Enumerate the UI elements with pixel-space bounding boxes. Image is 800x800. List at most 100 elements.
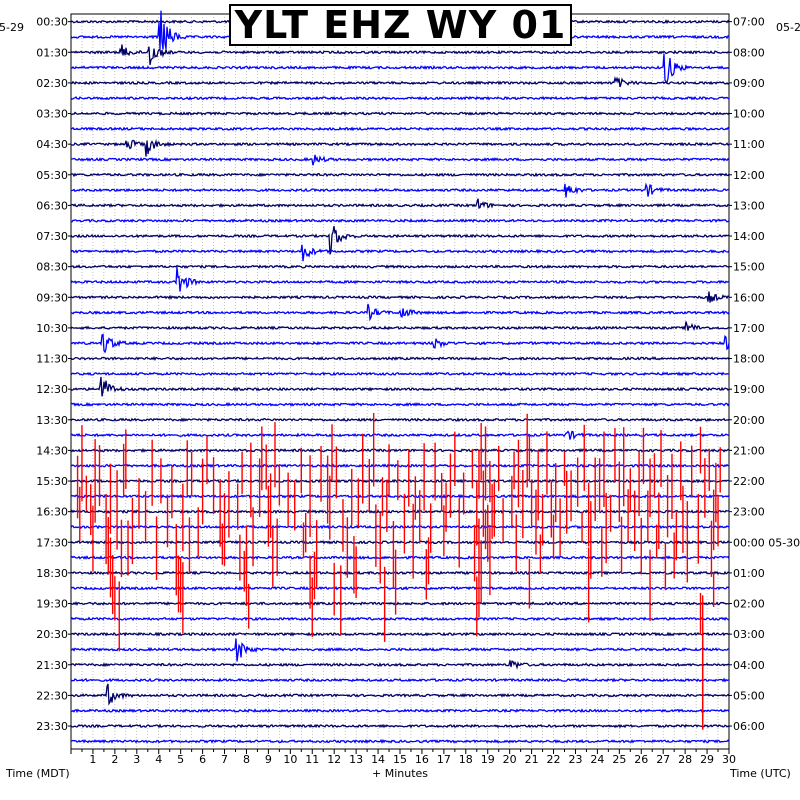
trace-row <box>70 683 730 706</box>
trace-row <box>70 638 730 662</box>
trace-row <box>70 333 730 354</box>
trace-row <box>70 321 730 332</box>
row-label-left: 16:30 <box>36 506 68 519</box>
row-label-right: 13:00 <box>733 199 765 212</box>
trace-row <box>70 95 730 101</box>
row-label-left: 22:30 <box>36 689 68 702</box>
row-label-right: 17:00 <box>733 322 765 335</box>
x-tick-label: 7 <box>221 753 228 766</box>
x-tick-label: 30 <box>722 753 736 766</box>
row-label-left: 00:30 <box>36 16 68 29</box>
row-label-left: 05:30 <box>36 169 68 182</box>
x-tick-label: 10 <box>283 753 297 766</box>
x-tick-label: 14 <box>371 753 385 766</box>
trace-row <box>71 154 730 166</box>
trace-row <box>70 126 730 132</box>
x-tick-label: 27 <box>656 753 670 766</box>
left-axis-title: Time (MDT) <box>6 767 70 780</box>
row-label-left: 19:30 <box>36 598 68 611</box>
trace-row <box>70 524 730 530</box>
trace-row <box>70 660 730 670</box>
x-tick-label: 15 <box>393 753 407 766</box>
x-tick-label: 5 <box>177 753 184 766</box>
x-tick-label: 11 <box>305 753 319 766</box>
row-label-right: 04:00 <box>733 659 765 672</box>
row-label-left: 15:30 <box>36 475 68 488</box>
x-tick-label: 25 <box>612 753 626 766</box>
x-tick-label: 24 <box>590 753 604 766</box>
date-left: 05-29 <box>0 21 24 34</box>
row-label-left: 04:30 <box>36 138 68 151</box>
row-label-left: 11:30 <box>36 353 68 366</box>
trace-row <box>70 430 730 441</box>
x-tick-label: 21 <box>525 753 539 766</box>
trace-row <box>70 303 730 322</box>
trace-row <box>70 738 730 744</box>
trace-row <box>70 376 730 397</box>
row-label-right: 20:00 <box>733 414 765 427</box>
row-label-right: 05:00 <box>733 689 765 702</box>
row-label-right: 07:00 <box>733 16 765 29</box>
row-label-right: 02:00 <box>733 598 765 611</box>
x-tick-label: 20 <box>503 753 517 766</box>
x-tick-label: 2 <box>111 753 118 766</box>
row-label-left: 18:30 <box>36 567 68 580</box>
row-label-left: 03:30 <box>36 108 68 121</box>
chart-title: YLT EHZ WY 01 <box>229 3 572 47</box>
row-label-right: 03:00 <box>733 628 765 641</box>
x-tick-label: 4 <box>155 753 162 766</box>
row-label-right: 11:00 <box>733 138 765 151</box>
x-tick-label: 23 <box>568 753 582 766</box>
trace-row <box>70 401 730 407</box>
trace-row <box>70 182 730 198</box>
trace-row <box>70 677 730 683</box>
trace-row <box>70 447 730 453</box>
trace-row <box>70 631 730 637</box>
trace-row <box>70 225 730 255</box>
row-label-right: 08:00 <box>733 46 765 59</box>
row-label-left: 07:30 <box>36 230 68 243</box>
x-tick-label: 13 <box>349 753 363 766</box>
row-label-left: 08:30 <box>36 261 68 274</box>
row-label-right: 19:00 <box>733 383 765 396</box>
row-label-right: 23:00 <box>733 506 765 519</box>
x-tick-label: 19 <box>481 753 495 766</box>
x-tick-label: 3 <box>133 753 140 766</box>
row-label-left: 06:30 <box>36 199 68 212</box>
row-label-right: 18:00 <box>733 353 765 366</box>
trace-row <box>70 539 730 545</box>
trace-row <box>70 291 730 303</box>
x-axis-title: + Minutes <box>372 767 429 780</box>
row-label-left: 12:30 <box>36 383 68 396</box>
row-label-right: 14:00 <box>733 230 765 243</box>
row-label-left: 23:30 <box>36 720 68 733</box>
x-tick-label: 29 <box>700 753 714 766</box>
trace-row <box>70 138 730 157</box>
trace-row <box>70 218 730 224</box>
x-tick-label: 22 <box>547 753 561 766</box>
date-right: 05-2 <box>776 21 800 34</box>
trace-row <box>70 264 730 269</box>
x-tick-label: 26 <box>634 753 648 766</box>
trace-row <box>70 76 730 88</box>
row-label-left: 21:30 <box>36 659 68 672</box>
trace-row <box>70 356 730 362</box>
row-label-right: 12:00 <box>733 169 765 182</box>
row-label-left: 01:30 <box>36 46 68 59</box>
row-label-right: 15:00 <box>733 261 765 274</box>
trace-row <box>70 417 730 423</box>
x-tick-label: 9 <box>265 753 272 766</box>
row-label-left: 10:30 <box>36 322 68 335</box>
row-label-left: 02:30 <box>36 77 68 90</box>
x-tick-label: 1 <box>89 753 96 766</box>
row-label-right: 00:00 05-30 <box>733 536 800 549</box>
trace-row <box>70 44 730 66</box>
trace-row <box>70 172 730 178</box>
x-tick-label: 18 <box>459 753 473 766</box>
row-label-left: 17:30 <box>36 536 68 549</box>
row-label-right: 06:00 <box>733 720 765 733</box>
right-axis-title: Time (UTC) <box>730 767 791 780</box>
x-tick-label: 17 <box>437 753 451 766</box>
